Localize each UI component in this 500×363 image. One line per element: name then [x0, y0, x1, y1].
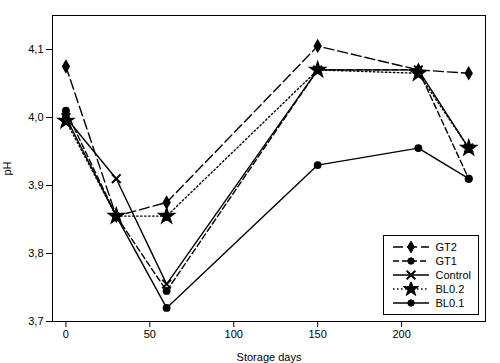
svg-text:3,7: 3,7 [28, 315, 43, 327]
html-text:BL0.2: BL0.2 [435, 283, 465, 295]
svg-text:3,8: 3,8 [28, 247, 43, 259]
svg-text:3,9: 3,9 [28, 179, 43, 191]
svg-text:4,0: 4,0 [28, 111, 43, 123]
svg-text:200: 200 [392, 328, 410, 340]
html-text:BL0.1: BL0.1 [435, 297, 465, 309]
html-text:GT2: GT2 [435, 241, 457, 253]
svg-text:100: 100 [225, 328, 243, 340]
svg-text:50: 50 [144, 328, 156, 340]
svg-text:150: 150 [308, 328, 326, 340]
html-text:GT1: GT1 [435, 255, 457, 267]
svg-text:4,1: 4,1 [28, 43, 43, 55]
svg-text:0: 0 [63, 328, 69, 340]
svg-text:Storage days: Storage days [237, 351, 302, 363]
html-text:Control: Control [435, 269, 471, 281]
svg-text:pH: pH [1, 161, 13, 175]
